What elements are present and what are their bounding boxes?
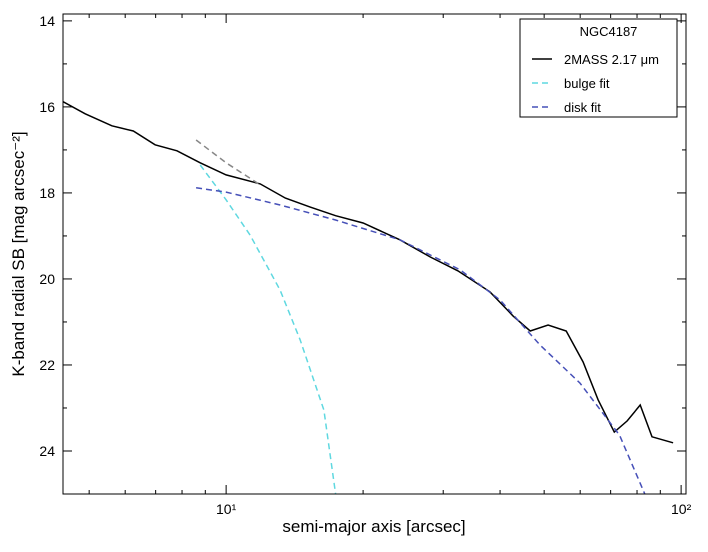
y-tick-label: 18 [39,185,55,201]
y-tick-label: 14 [39,13,55,29]
y-tick-label: 20 [39,271,55,287]
data-line [63,101,674,444]
legend-label: bulge fit [564,76,610,91]
legend-title: NGC4187 [580,24,638,39]
x-tick-label: 10² [671,501,692,517]
y-axis-label: K-band radial SB [mag arcsec⁻²] [9,131,28,376]
plot-frame [62,13,687,495]
y-tick-label: 22 [39,357,55,373]
x-tick-label: 10¹ [216,501,237,517]
data-line [195,139,261,186]
y-tick-label: 16 [39,99,55,115]
legend-label: disk fit [564,100,601,115]
x-axis-label: semi-major axis [arcsec] [282,517,465,536]
legend-box [519,18,678,118]
legend-label: 2MASS 2.17 μm [564,52,659,67]
y-tick-label: 24 [39,443,55,459]
data-line [195,187,646,494]
data-line [199,164,337,494]
